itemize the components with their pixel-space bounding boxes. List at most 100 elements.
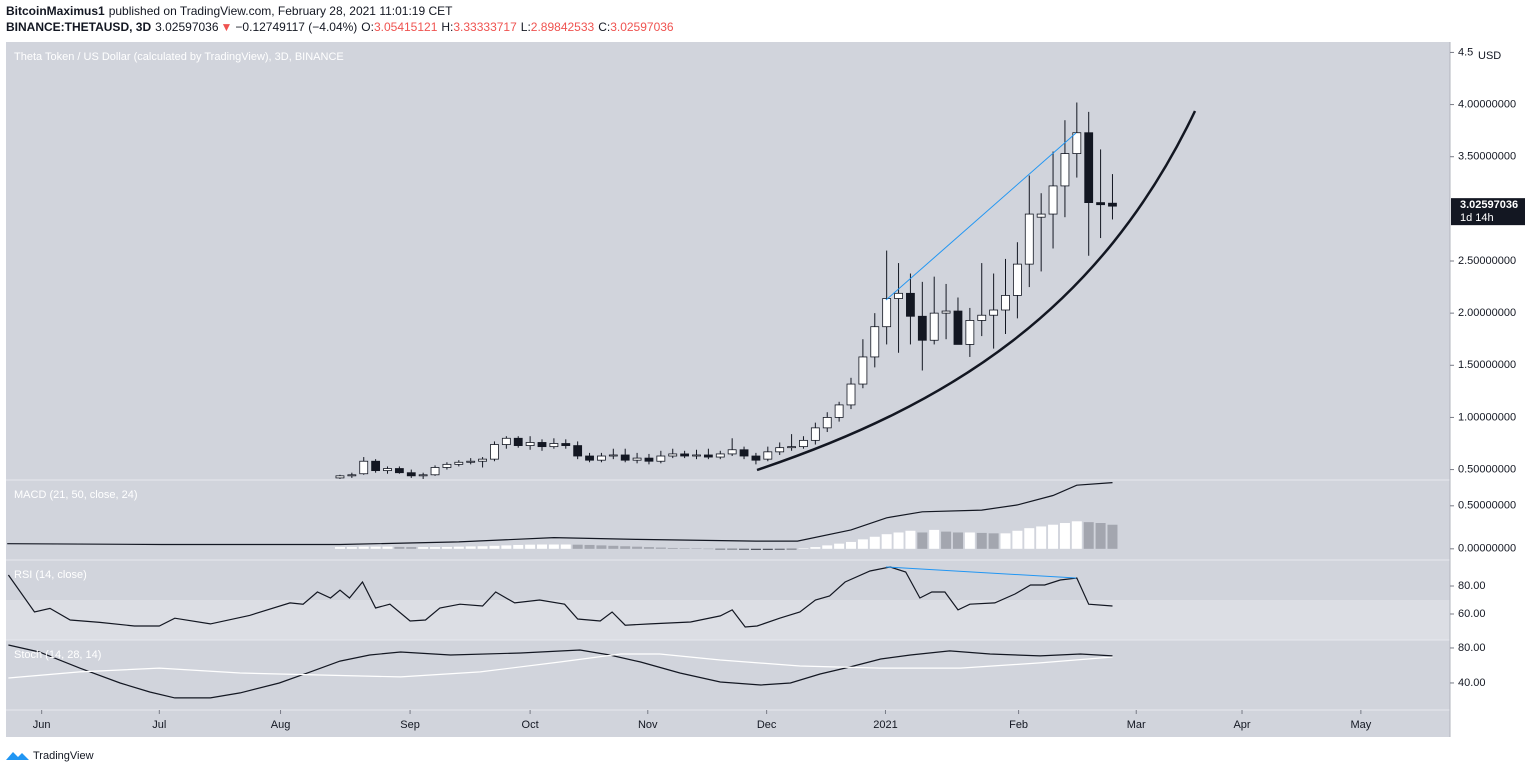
histogram-bar xyxy=(869,536,880,549)
candle-body xyxy=(620,454,630,461)
candle-body xyxy=(834,404,844,418)
macd-line xyxy=(7,482,1113,546)
histogram-bar xyxy=(750,548,761,550)
candle-body xyxy=(882,298,892,328)
histogram-bar xyxy=(489,545,500,549)
histogram-bar xyxy=(608,545,619,549)
author: BitcoinMaximus1 xyxy=(6,4,105,18)
candle-body xyxy=(989,309,999,316)
histogram-bar xyxy=(786,548,797,550)
candle-body xyxy=(549,443,559,448)
indicator-line xyxy=(8,644,1113,699)
candle-body xyxy=(418,474,428,477)
histogram-bar xyxy=(798,548,809,549)
direction: ▼ xyxy=(221,20,233,34)
pane-title: MACD (21, 50, close, 24) xyxy=(14,489,138,501)
candle-body xyxy=(1036,213,1046,218)
histogram-bar xyxy=(1048,524,1059,549)
candle-body xyxy=(585,455,594,461)
candle-body xyxy=(1024,213,1034,265)
candle-body xyxy=(442,463,452,468)
last-price-box xyxy=(1451,198,1525,226)
rsi-band xyxy=(6,600,1450,640)
candle-body xyxy=(906,292,915,317)
candle-body xyxy=(656,455,666,462)
histogram-bar xyxy=(988,533,999,549)
histogram-bar xyxy=(643,547,654,549)
candle-body xyxy=(383,468,392,472)
candle-body xyxy=(466,460,476,463)
histogram-bar xyxy=(441,546,452,549)
x-tick-label: May xyxy=(1350,719,1371,731)
histogram-bar xyxy=(1036,526,1047,549)
parabolic-curve xyxy=(756,110,1197,472)
histogram-bar xyxy=(560,544,571,549)
histogram-bar xyxy=(917,532,928,549)
brand: TradingView xyxy=(33,750,94,762)
candle-body xyxy=(1060,153,1070,187)
candle-body xyxy=(371,460,381,472)
header-line-2: BINANCE:THETAUSD, 3D 3.02597036 ▼ −0.127491… xyxy=(6,20,674,34)
pane-line xyxy=(8,644,1113,699)
candle-body xyxy=(335,475,345,479)
pane-candlestick xyxy=(335,102,1117,479)
candle-body xyxy=(454,461,464,465)
candle-body xyxy=(941,310,951,314)
candle-body xyxy=(1084,132,1094,204)
y-tick-label: 0.50000000 xyxy=(1458,500,1516,512)
symbol: BINANCE:THETAUSD, 3D xyxy=(6,20,151,34)
header-line-1: BitcoinMaximus1 published on TradingView.… xyxy=(6,4,453,18)
candle-body xyxy=(787,446,796,449)
histogram-bar xyxy=(370,546,381,549)
y-tick-label: 2.50000000 xyxy=(1458,255,1516,267)
histogram-bar xyxy=(857,539,868,549)
histogram-bar xyxy=(667,547,678,549)
histogram-bar xyxy=(976,532,987,549)
histogram-bar xyxy=(406,547,417,549)
y-tick-label: 4.00000000 xyxy=(1458,98,1516,110)
candle-body xyxy=(347,474,357,477)
y-tick-label: 2.00000000 xyxy=(1458,307,1516,319)
histogram-bar xyxy=(334,547,345,549)
y-tick-label: 3.50000000 xyxy=(1458,151,1516,163)
histogram-bar xyxy=(513,544,524,549)
histogram-bar xyxy=(632,546,643,549)
ohlc-label: L: xyxy=(521,20,531,34)
y-tick-label: 40.00 xyxy=(1458,677,1486,689)
y-tick-label: 1.00000000 xyxy=(1458,411,1516,423)
x-tick-label: Mar xyxy=(1127,719,1146,731)
histogram-bar xyxy=(430,547,441,549)
histogram-bar xyxy=(537,544,548,549)
pane-title: Theta Token / US Dollar (calculated by T… xyxy=(14,51,344,63)
y-tick-label: 80.00 xyxy=(1458,642,1486,654)
candle-body xyxy=(870,326,880,358)
candle-body xyxy=(632,457,642,461)
histogram-bar xyxy=(905,530,916,549)
candle-body xyxy=(1108,202,1117,207)
histogram-bar xyxy=(822,545,833,549)
candle-body xyxy=(929,312,939,341)
candle-body xyxy=(965,320,975,345)
candle-body xyxy=(822,417,832,429)
histogram-bar xyxy=(1000,533,1011,549)
x-tick-label: 2021 xyxy=(873,719,897,731)
histogram-bar xyxy=(929,529,940,549)
candle-body xyxy=(703,454,713,458)
histogram-bar xyxy=(846,541,857,549)
histogram-bar xyxy=(739,548,750,550)
histogram-bar xyxy=(394,546,405,549)
candle-body xyxy=(953,310,963,345)
candle-body xyxy=(478,458,487,462)
candle-body xyxy=(799,439,808,448)
candle-body xyxy=(1001,295,1010,311)
indicator-line xyxy=(7,566,1113,628)
histogram-bar xyxy=(1107,524,1118,549)
y-tick-label: 1.50000000 xyxy=(1458,359,1516,371)
candle-body xyxy=(858,356,868,385)
last-price-label: 3.02597036 xyxy=(1460,199,1518,211)
ohlc-value: 3.02597036 xyxy=(610,20,674,34)
pane-line xyxy=(7,566,1113,628)
candle-body xyxy=(597,455,606,461)
candle-body xyxy=(810,427,820,441)
